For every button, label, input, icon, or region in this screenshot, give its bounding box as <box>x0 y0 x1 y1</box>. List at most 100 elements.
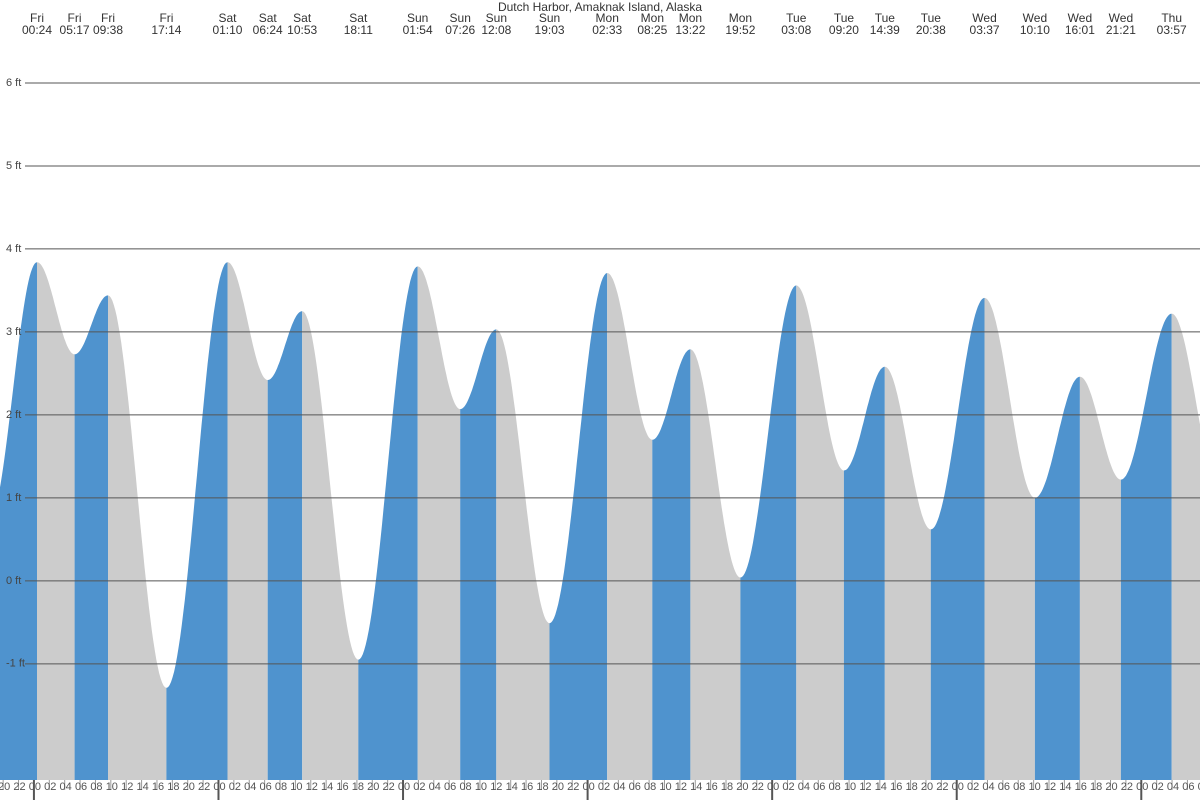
tide-segment <box>74 295 108 780</box>
hour-tick-label: 08 <box>90 781 102 793</box>
tide-segment <box>740 285 797 780</box>
hour-tick-label: 12 <box>859 781 871 793</box>
extreme-day: Sun <box>539 11 560 25</box>
hour-tick-label: 02 <box>229 781 241 793</box>
hour-tick-label: 16 <box>152 781 164 793</box>
hour-tick-label: 12 <box>1044 781 1056 793</box>
hour-tick-label: 00 <box>29 781 41 793</box>
extreme-day: Fri <box>68 11 82 25</box>
tide-segment <box>37 262 75 780</box>
extreme-day: Fri <box>30 11 44 25</box>
hour-tick-label: 20 <box>552 781 564 793</box>
hour-tick-label: 08 <box>1198 781 1200 793</box>
extreme-time: 14:39 <box>870 23 900 37</box>
extreme-day: Sun <box>407 11 428 25</box>
extreme-day: Sat <box>218 11 237 25</box>
tide-segment <box>984 297 1035 780</box>
extreme-day: Sat <box>349 11 368 25</box>
extreme-day: Tue <box>875 11 896 25</box>
hour-tick-label: 00 <box>1136 781 1148 793</box>
hour-tick-label: 16 <box>706 781 718 793</box>
hour-tick-label: 10 <box>475 781 487 793</box>
tide-segment <box>843 366 885 780</box>
hour-tick-label: 12 <box>121 781 133 793</box>
hour-tick-label: 06 <box>75 781 87 793</box>
hour-tick-label: 08 <box>644 781 656 793</box>
tide-segment <box>302 311 359 780</box>
tide-segment <box>690 349 741 780</box>
hour-tick-label: 10 <box>290 781 302 793</box>
hour-tick-label: 02 <box>782 781 794 793</box>
hour-tick-label: 22 <box>13 781 25 793</box>
extreme-time: 17:14 <box>151 23 181 37</box>
hour-tick-label: 18 <box>905 781 917 793</box>
tide-segment <box>0 262 37 780</box>
extreme-day: Thu <box>1161 11 1182 25</box>
hour-tick-label: 22 <box>567 781 579 793</box>
extreme-time: 03:37 <box>970 23 1000 37</box>
tide-segment <box>1120 313 1172 780</box>
extreme-time: 13:22 <box>675 23 705 37</box>
hour-tick-label: 14 <box>321 781 333 793</box>
hour-tick-label: 08 <box>275 781 287 793</box>
hour-tick-label: 22 <box>936 781 948 793</box>
tide-segment <box>1171 313 1200 780</box>
extreme-time: 03:57 <box>1157 23 1187 37</box>
hour-tick-label: 12 <box>675 781 687 793</box>
hour-tick-label: 16 <box>1075 781 1087 793</box>
extreme-time: 01:54 <box>403 23 433 37</box>
hour-tick-label: 00 <box>582 781 594 793</box>
hour-tick-label: 16 <box>521 781 533 793</box>
tide-segment <box>267 311 303 780</box>
hour-tick-label: 18 <box>167 781 179 793</box>
extreme-day: Sat <box>293 11 312 25</box>
extreme-day: Tue <box>834 11 855 25</box>
hour-tick-label: 20 <box>0 781 10 793</box>
hour-tick-label: 04 <box>429 781 441 793</box>
hour-tick-label: 08 <box>1013 781 1025 793</box>
extreme-time: 20:38 <box>916 23 946 37</box>
extreme-day: Fri <box>159 11 173 25</box>
hour-tick-label: 22 <box>383 781 395 793</box>
extreme-day: Mon <box>641 11 664 25</box>
hour-tick-label: 02 <box>598 781 610 793</box>
tide-segment <box>1079 376 1121 780</box>
extreme-day: Sat <box>259 11 278 25</box>
extreme-time: 03:08 <box>781 23 811 37</box>
hour-tick-label: 10 <box>844 781 856 793</box>
extreme-day: Tue <box>921 11 942 25</box>
extreme-time: 09:38 <box>93 23 123 37</box>
extreme-time: 16:01 <box>1065 23 1095 37</box>
extreme-day: Sun <box>486 11 507 25</box>
tide-segment <box>930 297 985 780</box>
hour-tick-label: 14 <box>506 781 518 793</box>
hour-tick-label: 20 <box>183 781 195 793</box>
hour-tick-label: 04 <box>1167 781 1179 793</box>
hour-tick-label: 10 <box>659 781 671 793</box>
tide-segment <box>460 329 497 780</box>
hour-tick-label: 04 <box>60 781 72 793</box>
y-tick-label: 5 ft <box>6 160 21 172</box>
hour-tick-label: 16 <box>336 781 348 793</box>
extreme-time: 21:21 <box>1106 23 1136 37</box>
hour-tick-label: 04 <box>982 781 994 793</box>
hour-tick-label: 20 <box>367 781 379 793</box>
y-tick-label: 1 ft <box>6 492 21 504</box>
tide-segment <box>884 366 931 780</box>
hour-tick-label: 18 <box>352 781 364 793</box>
hour-tick-label: 14 <box>136 781 148 793</box>
extreme-time: 12:08 <box>481 23 511 37</box>
hour-tick-label: 20 <box>1105 781 1117 793</box>
extreme-time: 05:17 <box>60 23 90 37</box>
hour-tick-label: 22 <box>752 781 764 793</box>
hour-tick-label: 00 <box>952 781 964 793</box>
hour-tick-label: 08 <box>459 781 471 793</box>
hour-tick-label: 16 <box>890 781 902 793</box>
extreme-time: 10:53 <box>287 23 317 37</box>
hour-tick-label: 10 <box>106 781 118 793</box>
hour-tick-label: 14 <box>875 781 887 793</box>
tide-segment <box>1034 376 1080 780</box>
hour-tick-label: 00 <box>213 781 225 793</box>
hour-tick-label: 14 <box>690 781 702 793</box>
hour-tick-label: 14 <box>1059 781 1071 793</box>
